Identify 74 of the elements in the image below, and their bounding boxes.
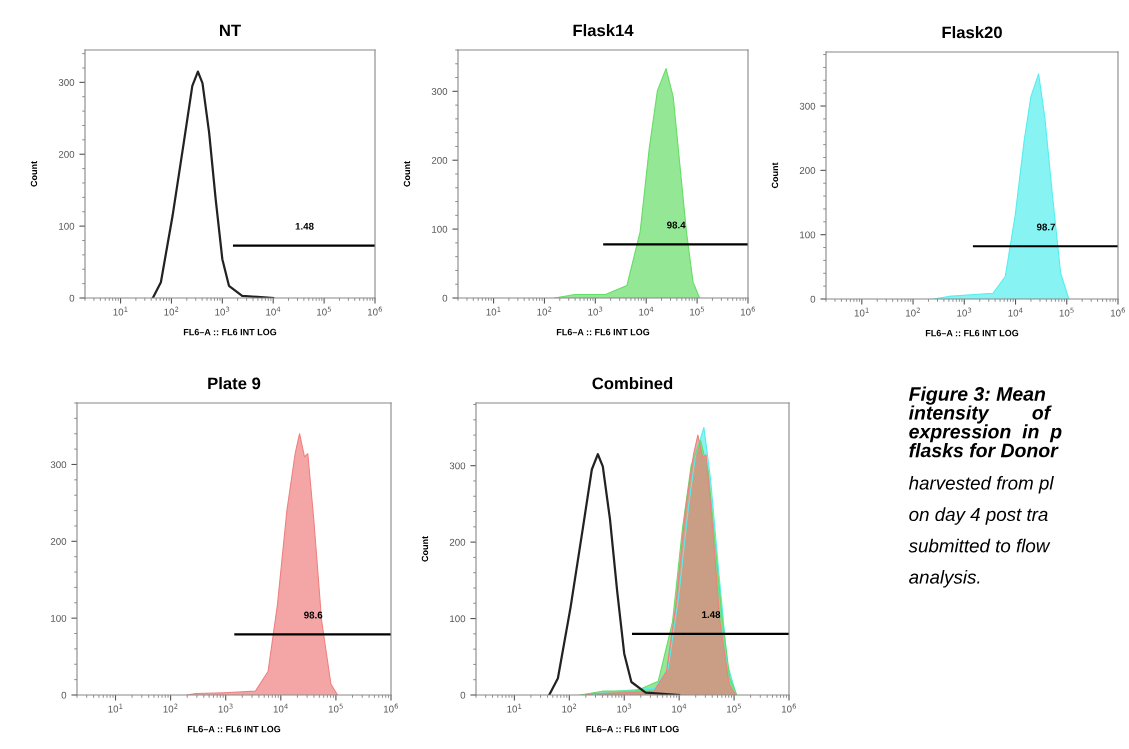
- series-label: 98.6: [304, 611, 323, 619]
- x-tick-label: 10$^{4}$: [639, 306, 654, 316]
- y-tick-label: 300: [58, 79, 75, 86]
- x-tick-label: 10$^{6}$: [781, 703, 797, 713]
- y-tick-label: 300: [50, 461, 67, 469]
- x-tick-label: 10$^{4}$: [273, 703, 288, 713]
- y-tick-label: 0: [460, 691, 466, 699]
- x-tick-label: 10$^{6}$: [367, 306, 383, 316]
- y-axis-title: Count: [771, 162, 779, 189]
- text: submitted to flow: [908, 538, 1051, 553]
- chart-title: NT: [220, 24, 241, 37]
- x-tick-label: 10$^{5}$: [690, 306, 704, 316]
- x-tick-label: 10$^{1}$: [854, 307, 869, 317]
- y-tick-label: 100: [59, 222, 75, 230]
- x-tick-label: 10$^{1}$: [113, 306, 128, 316]
- x-tick-label: 10$^{2}$: [163, 703, 178, 713]
- x-tick-label: 10$^{3}$: [617, 703, 632, 713]
- y-tick-label: 300: [449, 462, 466, 470]
- x-axis-title: FL6–A :: FL6 INT LOG: [586, 725, 679, 733]
- y-tick-label: 0: [810, 295, 816, 303]
- y-tick-label: 100: [432, 225, 448, 233]
- x-tick-label: 10$^{1}$: [486, 306, 501, 316]
- y-tick-label: 300: [799, 102, 816, 110]
- x-axis-title: FL6–A :: FL6 INT LOG: [556, 328, 650, 336]
- y-tick-label: 200: [799, 167, 816, 174]
- text: Figure 3: Mean intensity of expression in p flasks for Donor: [908, 386, 1062, 458]
- x-tick-label: 10$^{1}$: [507, 703, 522, 713]
- x-tick-label: 10$^{6}$: [383, 703, 399, 713]
- x-axis-title: FL6–A :: FL6 INT LOG: [925, 329, 1019, 337]
- y-axis-title: Count: [421, 536, 429, 562]
- y-tick-label: 200: [50, 538, 67, 545]
- x-tick-label: 10$^{5}$: [1059, 307, 1074, 317]
- y-tick-label: 0: [442, 294, 448, 302]
- y-tick-label: 300: [431, 88, 448, 95]
- chart-title: Plate 9: [208, 377, 261, 390]
- x-tick-label: 10$^{3}$: [957, 307, 972, 317]
- y-tick-label: 100: [51, 614, 67, 622]
- series-label: 98.4: [667, 221, 686, 229]
- x-tick-label: 10$^{2}$: [906, 307, 920, 317]
- x-tick-label: 10$^{1}$: [108, 703, 123, 713]
- chart-title: Combined: [592, 377, 673, 390]
- y-tick-label: 200: [58, 150, 75, 158]
- x-tick-label: 10$^{2}$: [537, 306, 552, 316]
- series-label: 1.48: [702, 611, 721, 619]
- text: analysis.: [909, 570, 980, 588]
- text: harvested from pl: [908, 475, 1054, 494]
- x-tick-label: 10$^{4}$: [1008, 307, 1023, 317]
- x-tick-label: 10$^{6}$: [740, 306, 756, 316]
- x-tick-label: 10$^{4}$: [266, 306, 281, 316]
- x-tick-label: 10$^{5}$: [317, 306, 331, 316]
- x-axis-title: FL6–A :: FL6 INT LOG: [183, 328, 277, 336]
- series-label: 1.48: [295, 222, 314, 230]
- x-axis-title: FL6–A :: FL6 INT LOG: [187, 725, 281, 733]
- y-tick-label: 200: [431, 156, 448, 164]
- y-tick-label: 0: [69, 294, 75, 302]
- x-tick-label: 10$^{4}$: [672, 703, 687, 713]
- x-tick-label: 10$^{5}$: [328, 703, 343, 713]
- y-axis-title: Count: [30, 161, 38, 187]
- y-tick-label: 100: [800, 231, 816, 239]
- x-tick-label: 10$^{2}$: [164, 306, 179, 316]
- x-tick-label: 10$^{3}$: [588, 306, 603, 316]
- x-tick-label: 10$^{3}$: [215, 306, 230, 316]
- chart-title: Flask20: [942, 26, 1002, 39]
- text: on day 4 post tra: [909, 507, 1048, 525]
- x-tick-label: 10$^{5}$: [727, 703, 741, 713]
- x-tick-label: 10$^{6}$: [1110, 307, 1126, 317]
- y-axis-title: Count: [403, 161, 411, 187]
- y-tick-label: 100: [450, 615, 466, 623]
- series-label: 98.7: [1036, 223, 1056, 231]
- chart-title: Flask14: [573, 24, 634, 37]
- y-tick-label: 200: [449, 538, 466, 546]
- y-tick-label: 0: [61, 691, 67, 699]
- x-tick-label: 10$^{2}$: [562, 703, 577, 713]
- x-tick-label: 10$^{3}$: [218, 703, 233, 713]
